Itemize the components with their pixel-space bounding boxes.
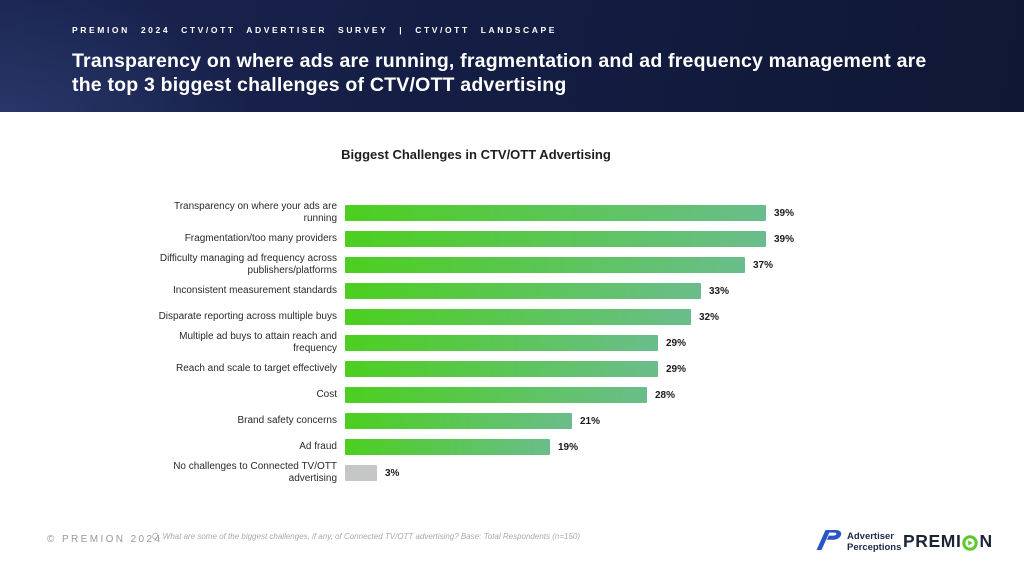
- bar-area: 29%: [345, 361, 686, 377]
- bar: [345, 361, 658, 377]
- advertiser-perceptions-logo-text: Advertiser Perceptions: [847, 531, 902, 553]
- bar-value-label: 39%: [774, 207, 795, 219]
- bar-chart: Transparency on where your ads are runni…: [140, 200, 794, 486]
- bar-area: 21%: [345, 413, 600, 429]
- premion-logo-text-right: N: [979, 531, 993, 551]
- bar: [345, 231, 766, 247]
- bar-label: Reach and scale to target effectively: [175, 363, 337, 374]
- advertiser-perceptions-logo-icon: [816, 529, 842, 556]
- bar-value-label: 39%: [774, 233, 795, 245]
- bar-label: Disparate reporting across multiple buys: [158, 311, 337, 322]
- bar-area: 39%: [345, 205, 794, 221]
- chart-row: Brand safety concerns 21%: [140, 408, 794, 434]
- bar-area: 28%: [345, 387, 675, 403]
- chart-row: Multiple ad buys to attain reach and fre…: [140, 330, 794, 356]
- chart-row: Cost 28%: [140, 382, 794, 408]
- bar-area: 37%: [345, 257, 773, 273]
- bar: [345, 465, 377, 481]
- source-footnote: Q. What are some of the biggest challeng…: [152, 532, 581, 541]
- header-band: PREMION 2024 CTV/OTT ADVERTISER SURVEY |…: [0, 0, 1024, 112]
- bar-area: 32%: [345, 309, 719, 325]
- bar-value-label: 32%: [699, 311, 720, 323]
- bar-value-label: 29%: [666, 337, 687, 349]
- chart-row: Difficulty managing ad frequency across …: [140, 252, 794, 278]
- chart-row: Transparency on where your ads are runni…: [140, 200, 794, 226]
- bar: [345, 309, 691, 325]
- bar-label: Inconsistent measurement standards: [173, 285, 337, 296]
- bar-area: 3%: [345, 465, 399, 481]
- bar-label: Difficulty managing ad frequency across …: [159, 253, 337, 276]
- bar-label: Cost: [316, 389, 337, 400]
- bar-label: No challenges to Connected TV/OTT advert…: [173, 461, 337, 484]
- eyebrow-text: PREMION 2024 CTV/OTT ADVERTISER SURVEY |…: [72, 25, 558, 35]
- bar-label: Brand safety concerns: [237, 415, 338, 426]
- chart-row: Disparate reporting across multiple buys…: [140, 304, 794, 330]
- premion-logo: PREMI N: [903, 531, 993, 552]
- advertiser-perceptions-logo: Advertiser Perceptions: [816, 529, 901, 556]
- copyright-text: © PREMION 2024: [47, 534, 163, 545]
- bar-label: Fragmentation/too many providers: [184, 233, 337, 244]
- chart-row: No challenges to Connected TV/OTT advert…: [140, 460, 794, 486]
- chart-row: Inconsistent measurement standards 33%: [140, 278, 794, 304]
- premion-o-icon: [962, 534, 979, 551]
- bar: [345, 283, 701, 299]
- bar-value-label: 28%: [655, 389, 676, 401]
- bar: [345, 257, 745, 273]
- chart-rows: Transparency on where your ads are runni…: [140, 200, 794, 486]
- premion-logo-text-left: PREMI: [903, 531, 962, 551]
- bar-label: Ad fraud: [299, 441, 337, 452]
- bar-value-label: 29%: [666, 363, 687, 375]
- bar: [345, 439, 550, 455]
- bar: [345, 387, 647, 403]
- chart-row: Ad fraud 19%: [140, 434, 794, 460]
- bar-area: 33%: [345, 283, 729, 299]
- chart-title: Biggest Challenges in CTV/OTT Advertisin…: [341, 147, 611, 162]
- bar-value-label: 33%: [709, 285, 730, 297]
- bar: [345, 335, 658, 351]
- bar-area: 19%: [345, 439, 578, 455]
- bar: [345, 413, 572, 429]
- bar-area: 39%: [345, 231, 794, 247]
- bar-value-label: 3%: [385, 467, 400, 479]
- bar-label: Transparency on where your ads are runni…: [173, 201, 337, 224]
- bar-value-label: 19%: [558, 441, 579, 453]
- bar-area: 29%: [345, 335, 686, 351]
- ap-text-line1: Advertiser: [847, 531, 894, 543]
- ap-text-line2: Perceptions: [847, 541, 902, 553]
- bar-label: Multiple ad buys to attain reach and fre…: [179, 331, 337, 354]
- chart-row: Reach and scale to target effectively 29%: [140, 356, 794, 382]
- bar: [345, 205, 766, 221]
- chart-row: Fragmentation/too many providers 39%: [140, 226, 794, 252]
- bar-value-label: 21%: [580, 415, 601, 427]
- page-title: Transparency on where ads are running, f…: [72, 50, 927, 97]
- bar-value-label: 37%: [753, 259, 774, 271]
